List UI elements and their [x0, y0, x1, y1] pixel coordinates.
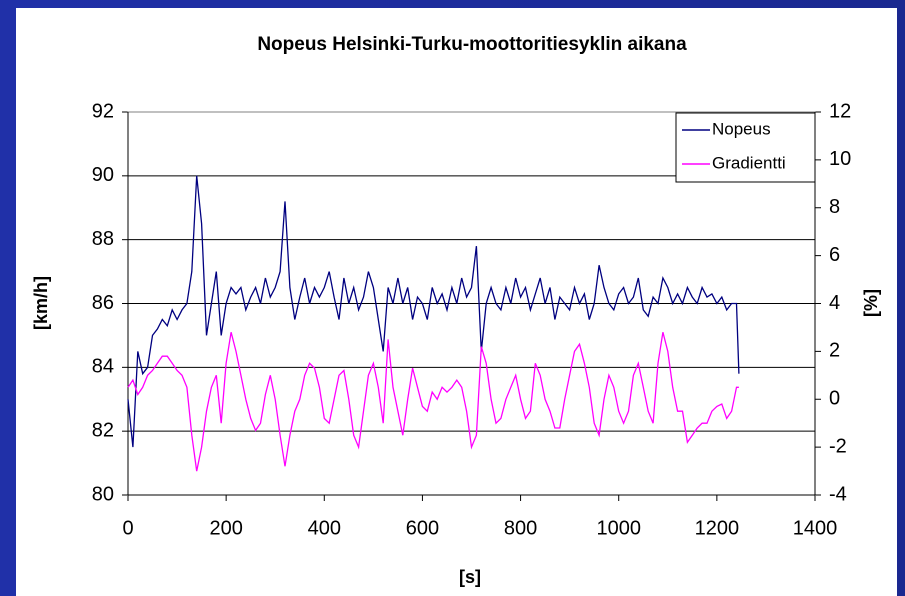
y2-axis-label: [%] [861, 289, 881, 317]
x-axis-label: [s] [459, 567, 481, 587]
legend-box [675, 112, 816, 183]
x-tick-label: 200 [209, 517, 242, 539]
y-tick-label: 80 [92, 483, 114, 505]
x-tick-label: 1000 [596, 517, 641, 539]
y-tick-label: 90 [92, 164, 114, 186]
y-tick-label: 88 [92, 228, 114, 250]
series-line [127, 332, 739, 472]
x-tick-label: 400 [308, 517, 341, 539]
y2-tick-label: 10 [829, 148, 851, 170]
x-tick-label: 600 [406, 517, 439, 539]
chart-title: Nopeus Helsinki-Turku-moottoritiesyklin … [257, 34, 687, 55]
y-tick-label: 86 [92, 292, 114, 314]
y-tick-label: 82 [92, 419, 114, 441]
legend-label: Gradientti [712, 153, 786, 172]
series-line [127, 175, 740, 448]
y2-tick-label: 2 [829, 340, 840, 362]
y2-tick-label: 8 [829, 196, 840, 218]
y2-tick-label: 0 [829, 388, 840, 410]
y2-tick-label: -4 [829, 483, 847, 505]
y2-tick-label: -2 [829, 435, 847, 457]
y-tick-label: 84 [92, 356, 114, 378]
y-tick-label: 92 [92, 100, 114, 122]
x-tick-label: 1200 [695, 517, 740, 539]
y-axis-label: [km/h] [31, 276, 51, 330]
y2-tick-label: 6 [829, 244, 840, 266]
y2-tick-label: 4 [829, 292, 840, 314]
legend-label: Nopeus [712, 119, 771, 138]
y2-tick-label: 12 [829, 100, 851, 122]
x-tick-label: 0 [122, 517, 133, 539]
x-tick-label: 1400 [793, 517, 838, 539]
x-tick-label: 800 [504, 517, 537, 539]
